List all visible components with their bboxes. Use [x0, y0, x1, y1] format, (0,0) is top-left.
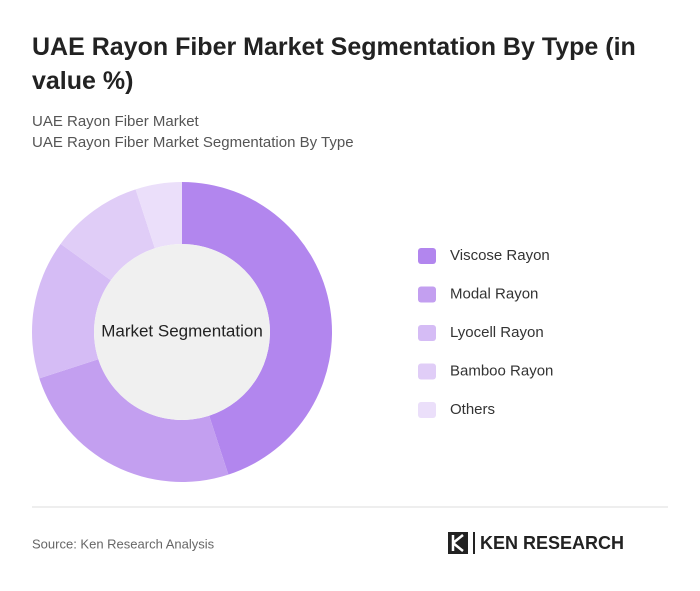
subtitle: UAE Rayon Fiber Market	[32, 113, 199, 130]
subtitle: UAE Rayon Fiber Market Segmentation By T…	[32, 134, 354, 151]
legend-label: Viscose Rayon	[450, 247, 550, 264]
slice	[135, 182, 182, 249]
logo-text: KEN RESEARCH	[480, 533, 624, 553]
slice	[182, 182, 333, 475]
slice	[39, 359, 229, 482]
legend-marker	[418, 402, 436, 418]
source: Source: Ken Research Analysis	[32, 536, 215, 551]
legend-marker	[418, 325, 436, 341]
chart-title: UAE Rayon Fiber Market Segmentation By T…	[32, 33, 636, 95]
center-label: Market Segmentation	[101, 321, 263, 340]
slice	[32, 243, 111, 379]
slice	[60, 189, 155, 281]
legend-label: Others	[450, 401, 495, 418]
legend-marker	[418, 286, 436, 303]
legend-label: Lyocell Rayon	[450, 324, 544, 341]
legend-marker	[418, 248, 436, 264]
donut-hole	[94, 244, 270, 420]
legend-label: Bamboo Rayon	[450, 362, 553, 379]
logo-icon	[448, 532, 475, 554]
legend-label: Modal Rayon	[450, 285, 538, 302]
legend-marker	[418, 363, 436, 380]
